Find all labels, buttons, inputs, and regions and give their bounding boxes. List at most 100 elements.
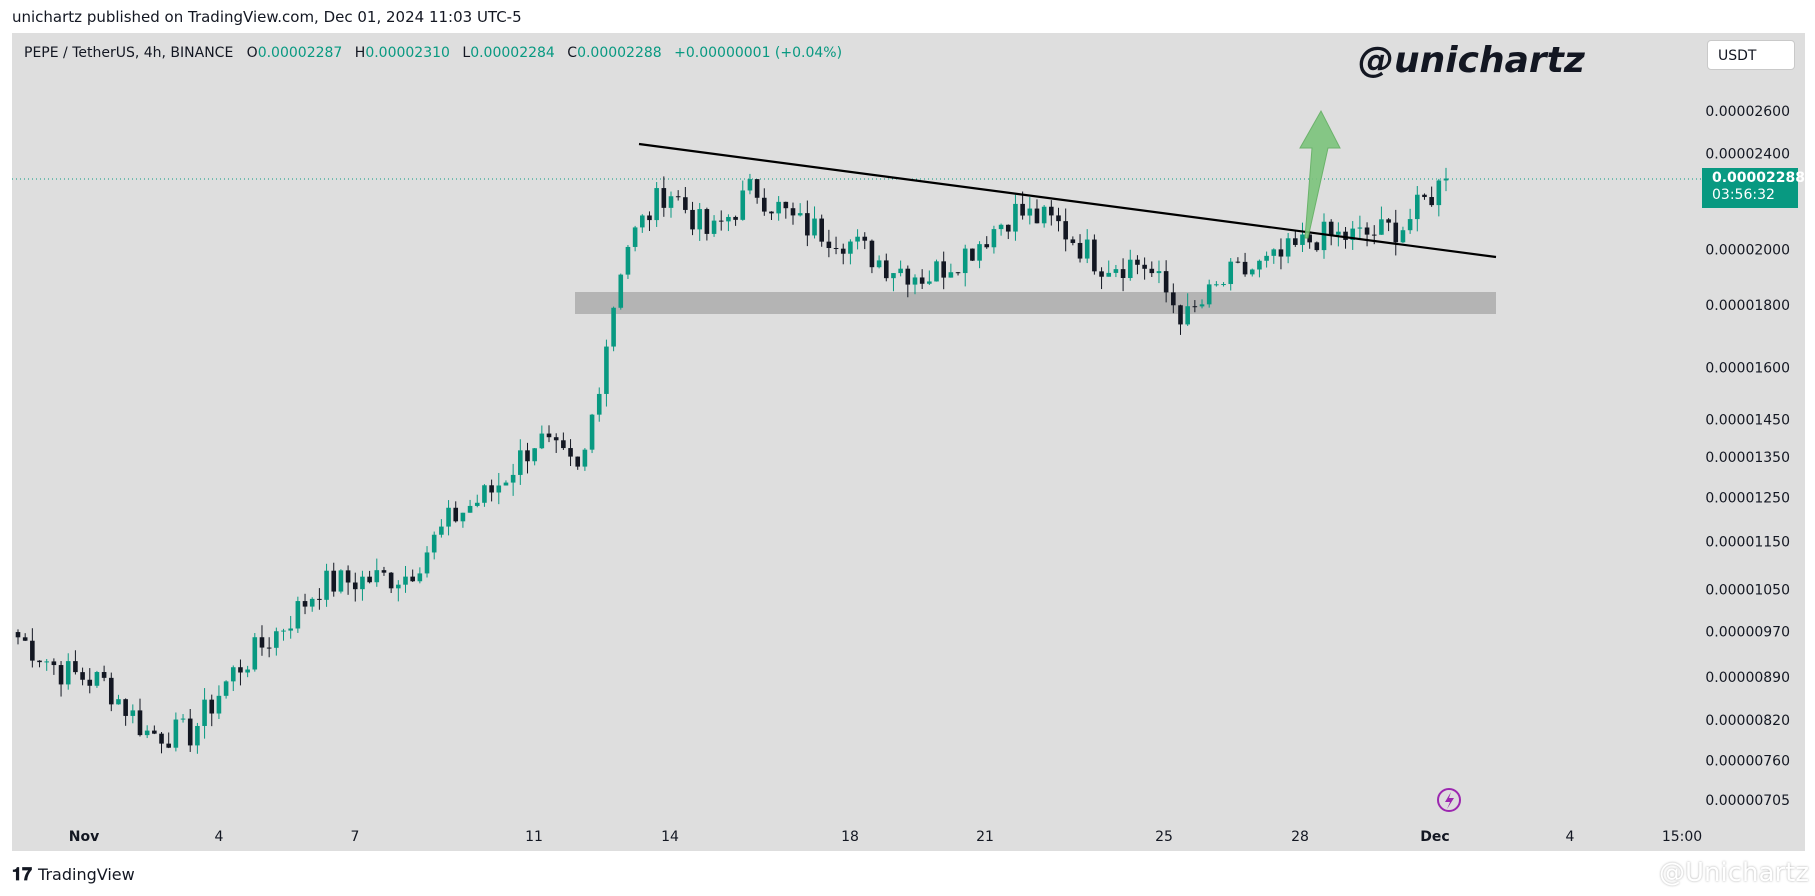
candle-body [840,248,846,254]
lightning-icon[interactable] [1437,788,1461,812]
trendline[interactable] [638,142,1497,259]
candle-body [187,718,193,746]
candle-body [173,719,179,748]
candle-body [568,448,573,457]
tradingview-logo[interactable]: 𝟏𝟕 TradingView [12,864,135,885]
candle-body [1443,178,1449,181]
candle-body [209,699,215,714]
candle-body [948,272,954,278]
time-tick-label: 18 [841,829,859,845]
candle-body [1070,239,1076,243]
time-tick-label: Dec [1420,829,1449,845]
candle-body [1364,227,1370,235]
candle-body [876,260,882,268]
time-tick-label: 25 [1155,829,1173,845]
candle-body [776,201,781,214]
candle-body [919,277,925,284]
candle-body [1206,284,1212,305]
candle-body [690,209,695,230]
candle-body [51,661,57,666]
candle-body [44,661,50,663]
candle-body [812,218,817,236]
candle-body [489,485,494,493]
candle-body [166,743,171,748]
candle-body [546,433,552,438]
candle-body [1041,206,1047,224]
candle-body [833,248,839,250]
candle-body [1056,215,1061,222]
candle-body [324,570,329,600]
price-tick-label: 0.00001450 [1705,412,1790,428]
close-label: C [567,45,578,61]
tradingview-logo-text: TradingView [38,865,135,884]
candle-body [783,201,789,209]
time-tick-label: 4 [215,829,224,845]
candle-body [331,570,337,592]
candle-body [1350,228,1356,240]
candle-body [518,450,523,475]
low-value: 0.00002284 [470,45,555,61]
candle-body [1357,227,1363,229]
candle-body [790,208,796,216]
candle-body [697,209,703,230]
candle-body [718,220,724,222]
currency-button[interactable]: USDT [1707,40,1795,70]
price-tick-label: 0.00001250 [1705,491,1790,507]
candle-body [1142,264,1147,269]
candle-body [539,433,545,449]
candle-body [1249,269,1255,275]
candle-body [431,534,437,553]
candle-body [912,277,918,285]
breakout-arrow[interactable] [1299,109,1341,239]
candle-body [962,248,968,274]
candle-body [238,667,243,673]
price-tick-label: 0.00001600 [1705,360,1790,376]
candle-body [159,733,164,744]
candle-body [410,576,415,582]
candle-body [625,246,631,275]
candle-body [1049,206,1054,216]
candle-body [1393,222,1399,243]
lightning-icon-bolt [1445,792,1454,809]
candle-body [905,268,911,285]
candle-body [1242,261,1248,275]
symbol-label[interactable]: PEPE / TetherUS, 4h, BINANCE [24,45,234,61]
candle-body [1127,259,1133,278]
candle-body [230,667,236,682]
time-tick-label: 15:00 [1662,829,1702,845]
author-watermark: @unichartz [1358,40,1585,81]
candle-body [675,196,681,198]
candle-body [1307,234,1312,243]
candle-body [632,227,638,247]
candle-body [1199,304,1205,307]
price-tick-label: 0.00001150 [1705,535,1790,551]
candle-body [1314,242,1320,251]
candle-body [424,552,430,574]
candle-body [1300,234,1305,245]
candle-body [1429,197,1434,206]
candle-body [1414,194,1420,220]
candle-body [1192,306,1198,308]
candle-body [1163,271,1169,293]
candle-body [1077,242,1083,259]
candle-body [195,725,200,746]
support-zone [575,292,1496,314]
time-axis[interactable]: Nov 4 7 11 14 18 21 25 28 Dec 4 15:00 [69,829,1702,845]
candle-body [883,260,889,279]
candle-body [726,216,731,222]
candle-body [1343,231,1348,240]
candle-body [1034,208,1040,224]
price-axis[interactable]: 0.00002600 0.00002400 0.00002000 0.00001800… [1705,104,1790,809]
candle-body [152,730,157,734]
chart-panel[interactable] [12,33,1805,851]
candle-body [503,482,509,486]
candle-body [460,512,466,522]
candle-body [180,718,186,720]
time-tick-label: 4 [1566,829,1575,845]
candle-body [561,440,566,449]
bar-countdown: 03:56:32 [1712,187,1775,203]
candle-body [367,576,372,583]
candle-body [525,450,530,462]
high-value: 0.00002310 [365,45,450,61]
